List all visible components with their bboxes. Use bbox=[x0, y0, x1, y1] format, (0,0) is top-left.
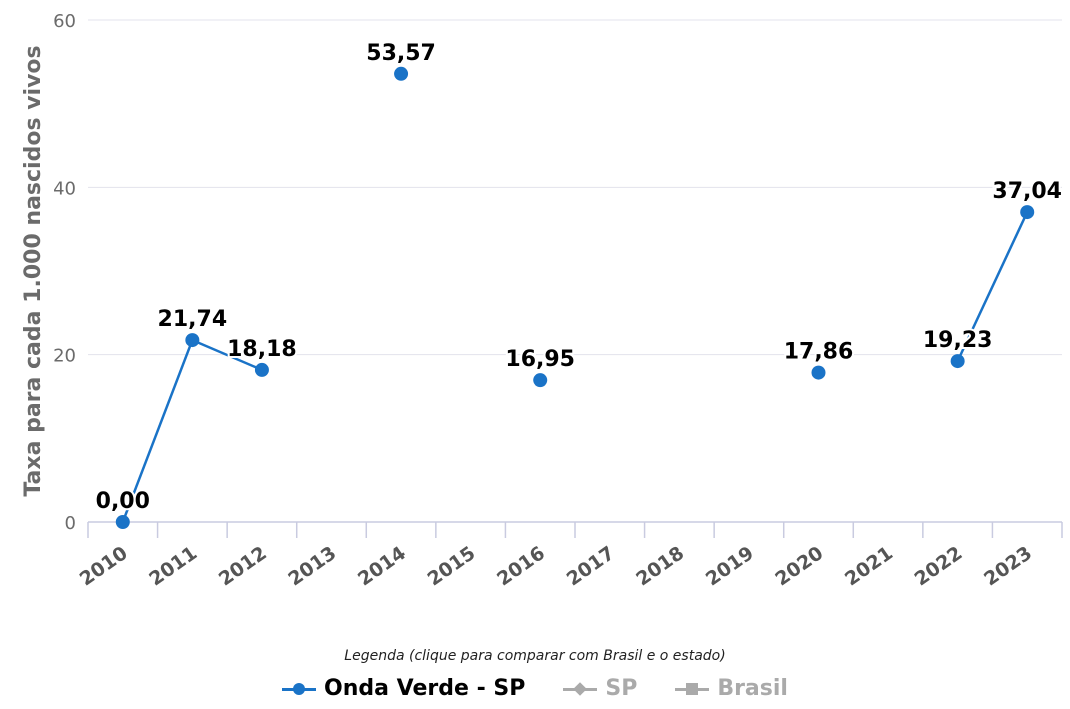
legend-label-onda-verde: Onda Verde - SP bbox=[324, 676, 526, 701]
x-tick-label: 2020 bbox=[771, 542, 827, 590]
series-line-segment bbox=[956, 211, 1029, 362]
axes bbox=[87, 521, 1063, 538]
legend: Onda Verde - SP SP Brasil bbox=[0, 676, 1070, 701]
series-line-segment bbox=[121, 339, 194, 523]
x-axis-ticks: 2010 2011 2012 2013 2014 2015 2016 2017 2018 2019… bbox=[76, 542, 1036, 590]
y-axis-label: Taxa para cada 1.000 nascidos vivos bbox=[21, 45, 46, 496]
data-label: 21,74 bbox=[158, 307, 228, 332]
x-tick-label: 2013 bbox=[284, 542, 340, 590]
data-point bbox=[811, 365, 826, 380]
data-label: 37,04 bbox=[992, 179, 1062, 204]
data-point bbox=[533, 373, 548, 388]
x-tick-label: 2015 bbox=[424, 542, 480, 590]
y-axis-ticks: 0 20 40 60 bbox=[53, 11, 76, 534]
data-label: 19,23 bbox=[923, 328, 993, 353]
data-label: 53,57 bbox=[366, 41, 436, 66]
y-tick-label: 40 bbox=[53, 178, 76, 199]
legend-item-onda-verde[interactable]: Onda Verde - SP bbox=[282, 676, 525, 701]
data-point bbox=[394, 66, 409, 81]
data-labels: 0,00 21,74 18,18 53,57 16,95 17,86 19,23 37,04 bbox=[94, 39, 1064, 516]
x-tick-label: 2014 bbox=[354, 542, 410, 590]
legend-label-brasil: Brasil bbox=[717, 676, 788, 701]
x-tick-label: 2011 bbox=[145, 542, 201, 590]
data-label: 0,00 bbox=[96, 489, 150, 514]
x-tick-label: 2016 bbox=[493, 542, 549, 590]
data-label: 18,18 bbox=[227, 337, 297, 362]
y-tick-label: 60 bbox=[53, 11, 76, 32]
x-tick-label: 2017 bbox=[563, 542, 619, 590]
data-point bbox=[254, 362, 269, 377]
legend-item-sp[interactable]: SP bbox=[563, 676, 637, 701]
data-point bbox=[115, 515, 130, 529]
x-tick-label: 2023 bbox=[980, 542, 1036, 590]
data-point bbox=[950, 354, 965, 369]
circle-icon bbox=[282, 679, 317, 699]
legend-item-brasil[interactable]: Brasil bbox=[675, 676, 788, 701]
legend-title: Legenda (clique para comparar com Brasil… bbox=[344, 648, 726, 664]
line-chart: 2010 2011 2012 2013 2014 2015 2016 2017 2018 2019… bbox=[21, 11, 1064, 590]
diamond-icon bbox=[563, 679, 598, 699]
x-tick-label: 2021 bbox=[841, 542, 897, 590]
grid-lines bbox=[88, 19, 1062, 356]
x-tick-label: 2022 bbox=[911, 542, 967, 590]
legend-label-sp: SP bbox=[605, 676, 638, 701]
series-line-segment bbox=[191, 338, 263, 372]
data-point bbox=[1020, 205, 1035, 220]
x-tick-label: 2019 bbox=[702, 542, 758, 590]
x-tick-label: 2012 bbox=[215, 542, 271, 590]
data-label: 17,86 bbox=[784, 340, 854, 365]
x-tick-label: 2018 bbox=[632, 542, 688, 590]
y-tick-label: 20 bbox=[53, 346, 76, 367]
y-tick-label: 0 bbox=[65, 513, 76, 534]
square-icon bbox=[675, 679, 710, 699]
series-onda-verde[interactable] bbox=[115, 66, 1035, 529]
x-tick-label: 2010 bbox=[76, 542, 132, 590]
data-label: 16,95 bbox=[505, 347, 575, 372]
data-point bbox=[185, 333, 200, 348]
